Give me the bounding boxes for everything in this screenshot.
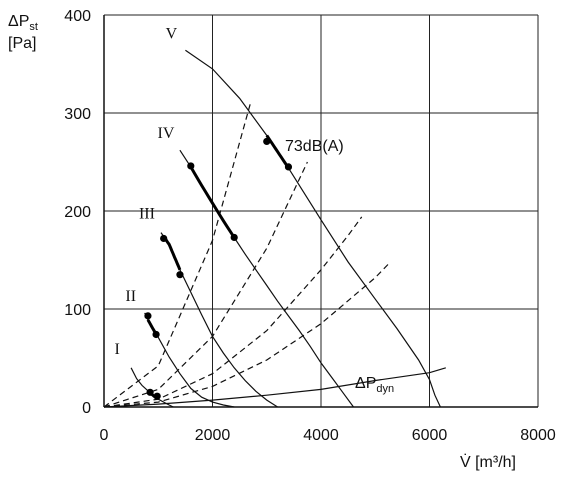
- system-curve: [103, 216, 363, 408]
- x-tick-label: 4000: [303, 427, 339, 444]
- y-axis-title-line1: ΔPst: [8, 13, 38, 33]
- operating-point-marker: [144, 312, 152, 320]
- operating-point-marker: [176, 271, 184, 279]
- operating-point-marker: [153, 392, 161, 400]
- fan-curve-label-i: I: [114, 341, 119, 358]
- grid: [104, 14, 539, 407]
- dynamic-pressure-subscript: dyn: [376, 383, 394, 395]
- system-curve: [103, 161, 308, 408]
- x-tick-label: 2000: [195, 427, 231, 444]
- dynamic-pressure-line: [103, 367, 446, 408]
- operating-point-marker: [146, 388, 154, 396]
- fan-curve-i: [130, 367, 174, 408]
- fan-curve-iv: [179, 149, 354, 408]
- y-tick-label: 0: [82, 400, 91, 417]
- fan-curve-label-iii: III: [139, 206, 155, 223]
- sound-level-annotation: 73dB(A): [285, 138, 344, 155]
- system-curve: [103, 101, 252, 408]
- operating-point-marker: [263, 137, 271, 146]
- fan-curve-label-v: V: [166, 25, 178, 42]
- system-curves: [103, 101, 391, 408]
- y-axis-title-subscript: st: [29, 21, 38, 33]
- x-axis-title: V̇ [m³/h]: [460, 453, 516, 471]
- dynamic-pressure-label: ΔPdyn: [355, 375, 394, 395]
- fan-curves: [130, 49, 441, 408]
- operating-point-marker: [160, 234, 168, 243]
- operating-range-iii: [162, 235, 182, 271]
- x-tick-label: 6000: [412, 427, 448, 444]
- y-tick-label: 100: [64, 302, 91, 319]
- operating-range-iv: [189, 166, 236, 239]
- operating-point-marker: [187, 162, 195, 170]
- fan-curve-v: [185, 49, 441, 408]
- fan-curve-label-ii: II: [125, 288, 136, 305]
- fan-curve-label-iv: IV: [158, 125, 175, 142]
- axes: 0 2000 4000 6000 8000 0 100 200 300 400: [64, 8, 556, 444]
- y-tick-label: 400: [64, 8, 91, 25]
- operating-point-marker: [230, 233, 238, 242]
- y-axis-title-line2: [Pa]: [8, 35, 36, 52]
- operating-segments: [144, 134, 293, 400]
- dynamic-pressure-curve: [103, 367, 446, 408]
- y-tick-label: 200: [64, 204, 91, 221]
- system-curve: [103, 261, 391, 408]
- y-tick-label: 300: [64, 106, 91, 123]
- operating-point-marker: [152, 330, 160, 339]
- operating-range-v: [265, 134, 290, 169]
- operating-point-marker: [284, 163, 293, 171]
- x-tick-label: 8000: [520, 427, 556, 444]
- x-tick-label: 0: [100, 427, 109, 444]
